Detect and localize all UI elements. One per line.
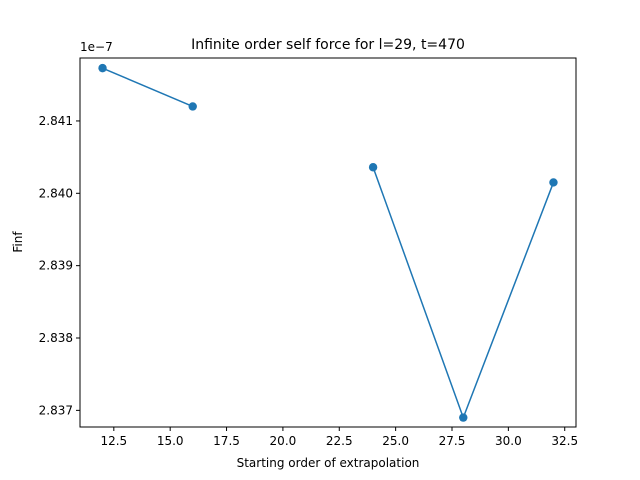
x-ticks: 12.5 15.0 17.5 20.0 22.5 25.0 27.5 30.0 32.5 — [100, 427, 578, 448]
x-tick-label: 32.5 — [551, 434, 578, 448]
x-axis-label: Starting order of extrapolation — [237, 456, 420, 470]
data-point — [98, 63, 107, 73]
x-tick-label: 17.5 — [213, 434, 240, 448]
x-tick-label: 12.5 — [100, 434, 127, 448]
y-offset-label: 1e−7 — [80, 40, 113, 54]
x-tick-label: 27.5 — [439, 434, 466, 448]
series-line-segment — [102, 67, 194, 108]
x-tick-label: 20.0 — [270, 434, 297, 448]
data-point — [459, 413, 468, 422]
chart-title: Infinite order self force for l=29, t=47… — [191, 37, 465, 53]
y-axis-label: Finf — [11, 231, 25, 253]
y-tick-label: 2.839 — [39, 259, 73, 273]
data-point — [368, 163, 378, 172]
data-point — [549, 178, 558, 187]
x-tick-label: 30.0 — [495, 434, 522, 448]
x-tick-label: 25.0 — [382, 434, 409, 448]
y-tick-label: 2.841 — [39, 114, 73, 128]
plot-frame — [79, 57, 577, 428]
y-tick-label: 2.837 — [39, 403, 73, 417]
x-tick-label: 15.0 — [157, 434, 184, 448]
data-point — [188, 102, 197, 111]
y-tick-label: 2.838 — [39, 331, 73, 345]
y-ticks: 2.837 2.838 2.839 2.840 2.841 — [39, 114, 80, 417]
x-tick-label: 22.5 — [326, 434, 353, 448]
y-tick-label: 2.840 — [39, 186, 73, 200]
plot-layer — [98, 63, 558, 422]
